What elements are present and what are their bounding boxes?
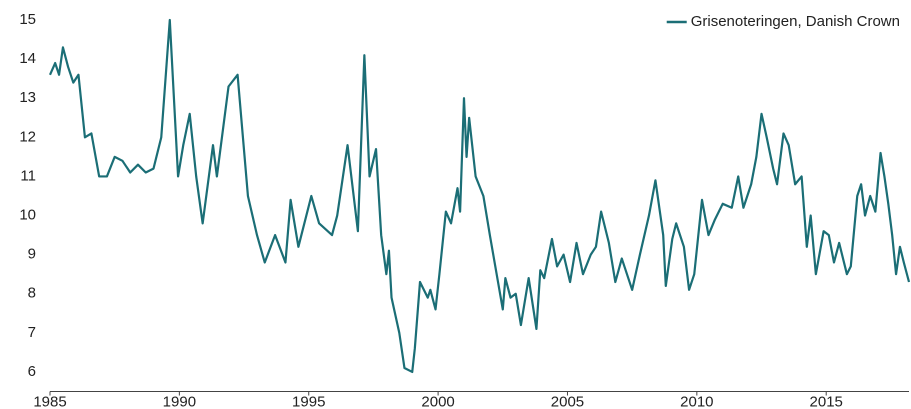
y-tick-label: 11 — [20, 167, 36, 184]
y-tick-label: 13 — [19, 89, 36, 106]
y-tick-label: 10 — [19, 207, 36, 224]
line-series — [48, 18, 911, 374]
legend-label: Grisenoteringen, Danish Crown — [691, 13, 900, 30]
y-tick-label: 14 — [19, 50, 36, 67]
y-tick-label: 8 — [28, 285, 36, 302]
y-tick-label: 15 — [19, 11, 36, 28]
y-tick-label: 6 — [28, 363, 36, 380]
x-tick-label: 1995 — [292, 393, 325, 409]
y-tick-label: 7 — [28, 324, 36, 341]
y-tick-label: 9 — [28, 246, 36, 263]
y-tick-label: 12 — [19, 128, 36, 145]
x-tick-label: 2005 — [551, 393, 584, 409]
x-tick-label: 1985 — [33, 393, 66, 409]
x-tick-label: 2015 — [810, 393, 843, 409]
x-tick-label: 2000 — [421, 393, 454, 409]
x-tick-label: 1990 — [163, 393, 196, 409]
x-tick-label: 2010 — [680, 393, 713, 409]
